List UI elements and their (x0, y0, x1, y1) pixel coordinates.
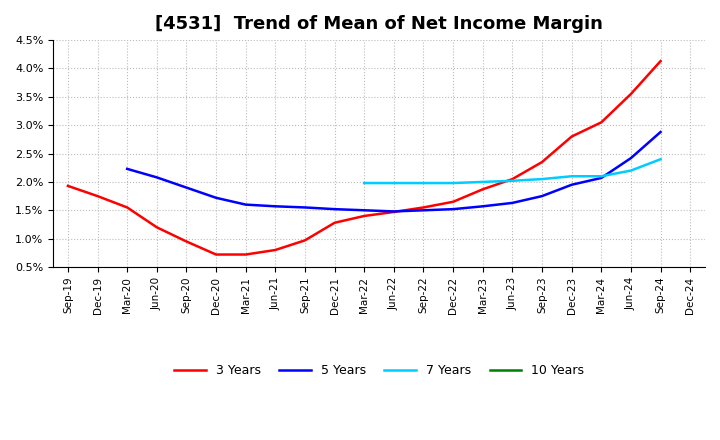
3 Years (330, 220, 339, 225)
5 Years (390, 209, 398, 214)
7 Years (508, 178, 517, 183)
3 Years (241, 252, 250, 257)
7 Years (360, 180, 369, 186)
3 Years (626, 92, 635, 97)
5 Years (626, 155, 635, 161)
Legend: 3 Years, 5 Years, 7 Years, 10 Years: 3 Years, 5 Years, 7 Years, 10 Years (169, 359, 589, 382)
7 Years (419, 180, 428, 186)
5 Years (212, 195, 220, 201)
3 Years (360, 213, 369, 219)
5 Years (301, 205, 310, 210)
5 Years (123, 166, 132, 172)
3 Years (63, 183, 72, 188)
3 Years (182, 239, 191, 244)
7 Years (449, 180, 457, 186)
5 Years (656, 129, 665, 135)
5 Years (330, 206, 339, 212)
5 Years (182, 185, 191, 190)
5 Years (597, 175, 606, 180)
3 Years (212, 252, 220, 257)
7 Years (656, 157, 665, 162)
3 Years (390, 209, 398, 215)
Title: [4531]  Trend of Mean of Net Income Margin: [4531] Trend of Mean of Net Income Margi… (155, 15, 603, 33)
5 Years (419, 208, 428, 213)
3 Years (597, 120, 606, 125)
3 Years (538, 159, 546, 165)
7 Years (538, 176, 546, 182)
3 Years (123, 205, 132, 210)
3 Years (656, 59, 665, 64)
7 Years (479, 179, 487, 184)
7 Years (567, 174, 576, 179)
7 Years (390, 180, 398, 186)
3 Years (479, 187, 487, 192)
Line: 5 Years: 5 Years (127, 132, 660, 211)
5 Years (360, 208, 369, 213)
5 Years (153, 175, 161, 180)
3 Years (301, 238, 310, 243)
3 Years (419, 205, 428, 210)
7 Years (597, 174, 606, 179)
Line: 7 Years: 7 Years (364, 159, 660, 183)
7 Years (626, 168, 635, 173)
3 Years (153, 225, 161, 230)
5 Years (449, 206, 457, 212)
5 Years (567, 182, 576, 187)
5 Years (508, 200, 517, 205)
3 Years (567, 134, 576, 139)
Line: 3 Years: 3 Years (68, 61, 660, 254)
3 Years (449, 199, 457, 205)
3 Years (93, 194, 102, 199)
5 Years (538, 194, 546, 199)
5 Years (241, 202, 250, 207)
5 Years (271, 204, 279, 209)
3 Years (508, 176, 517, 182)
5 Years (479, 204, 487, 209)
3 Years (271, 247, 279, 253)
